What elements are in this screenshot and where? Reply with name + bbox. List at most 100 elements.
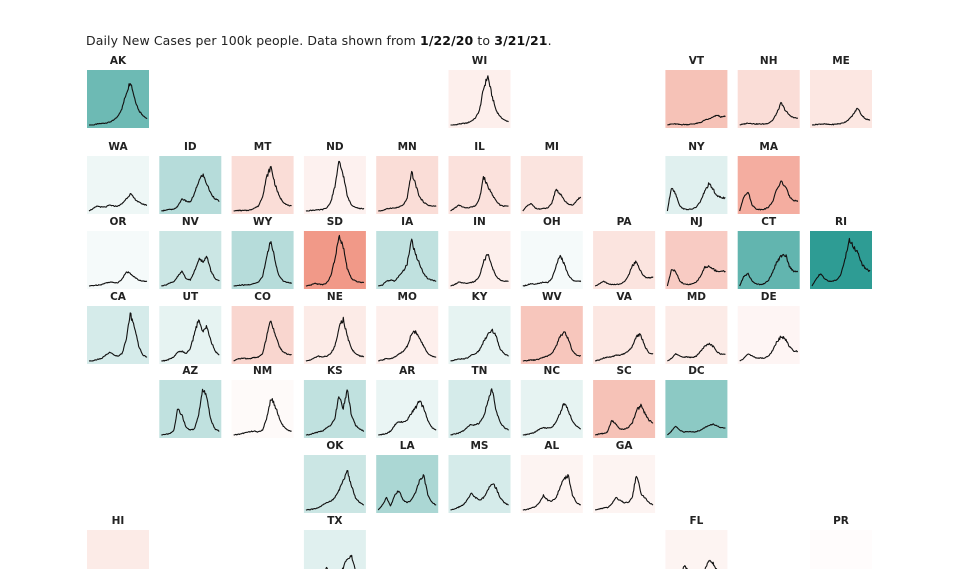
state-sparkline	[88, 193, 148, 212]
state-label: DC	[688, 365, 705, 377]
state-label: KS	[327, 365, 343, 377]
state-sparkline	[233, 241, 293, 287]
state-tile-background	[87, 231, 149, 289]
state-sparkline	[161, 173, 220, 212]
state-sparkline	[88, 312, 148, 362]
state-sparkline	[594, 333, 654, 362]
state-sparkline	[305, 160, 365, 212]
state-sparkline	[450, 328, 509, 362]
subtitle-end-date: 3/21/21	[494, 33, 548, 48]
state-tile-vt: VT	[665, 55, 728, 128]
state-tile-background	[159, 156, 222, 214]
state-sparkline	[666, 182, 726, 212]
state-tile-co: CO	[231, 291, 294, 364]
state-sparkline	[305, 234, 365, 287]
state-tile-la: LA	[376, 440, 439, 513]
state-tile-ca: CA	[87, 291, 149, 364]
state-tile-pa: PA	[593, 216, 656, 289]
state-sparkline	[378, 238, 437, 287]
state-label: NV	[182, 216, 200, 228]
state-sparkline	[161, 255, 220, 287]
state-tile-mi: MI	[520, 141, 583, 214]
state-sparkline	[594, 475, 654, 511]
state-sparkline	[233, 320, 292, 362]
state-tile-mt: MT	[231, 141, 294, 214]
state-tile-ma: MA	[737, 141, 800, 214]
state-sparkline	[450, 175, 509, 212]
state-tile-background	[448, 70, 511, 128]
state-tile-ks: KS	[303, 365, 366, 438]
state-tile-ny: NY	[665, 141, 728, 214]
state-tile-nc: NC	[520, 365, 583, 438]
state-sparkline	[305, 316, 365, 362]
state-sparkline	[378, 400, 437, 436]
subtitle-middle: to	[473, 33, 495, 48]
state-tile-background	[87, 306, 149, 364]
state-tile-nj: NJ	[665, 216, 728, 289]
state-tile-nh: NH	[737, 55, 800, 128]
state-tile-background	[520, 156, 583, 214]
state-tile-sd: SD	[303, 216, 366, 289]
state-label: NH	[760, 55, 778, 67]
state-tile-background	[303, 455, 366, 513]
state-label: MI	[545, 141, 559, 153]
state-tile-background	[159, 380, 222, 438]
state-label: VA	[616, 291, 632, 303]
state-sparkline	[233, 165, 292, 212]
state-tile-ga: GA	[593, 440, 656, 513]
state-tile-background	[231, 156, 294, 214]
state-label: NJ	[690, 216, 703, 228]
state-label: HI	[112, 515, 125, 527]
state-tile-background	[665, 530, 728, 569]
state-tile-ne: NE	[303, 291, 366, 364]
state-tile-oh: OH	[520, 216, 583, 289]
state-sparkline	[594, 403, 654, 436]
state-label: AK	[110, 55, 127, 67]
state-label: CA	[110, 291, 127, 303]
state-sparkline	[739, 253, 799, 287]
state-tile-background	[87, 156, 149, 214]
state-label: MD	[687, 291, 706, 303]
state-tile-tn: TN	[448, 365, 511, 438]
state-tile-wy: WY	[231, 216, 294, 289]
state-sparkline	[233, 398, 292, 436]
state-tile-background	[593, 231, 656, 289]
state-sparkline	[739, 180, 799, 212]
state-tile-background	[87, 530, 149, 569]
state-tile-nd: ND	[303, 141, 366, 214]
state-sparkline	[739, 335, 799, 362]
state-sparkline	[667, 114, 726, 126]
state-sparkline	[89, 83, 148, 126]
state-tile-background	[376, 380, 439, 438]
state-sparkline	[450, 483, 509, 511]
state-tile-me: ME	[810, 55, 872, 128]
state-tile-hi: HI	[87, 515, 149, 569]
state-tile-mo: MO	[376, 291, 439, 364]
state-label: PA	[617, 216, 633, 228]
state-tile-background	[665, 70, 728, 128]
state-tile-background	[665, 380, 728, 438]
state-sparkline	[739, 101, 799, 126]
state-label: NC	[544, 365, 561, 377]
state-tile-background	[593, 455, 656, 513]
state-label: MA	[759, 141, 778, 153]
state-label: UT	[182, 291, 199, 303]
state-tile-background	[376, 455, 439, 513]
state-label: WA	[108, 141, 128, 153]
state-label: IL	[474, 141, 485, 153]
state-tile-nv: NV	[159, 216, 222, 289]
state-label: WV	[542, 291, 563, 303]
state-label: DE	[761, 291, 777, 303]
state-sparkline	[305, 469, 364, 511]
state-sparkline	[450, 388, 509, 436]
state-tile-background	[810, 231, 872, 289]
state-tile-ms: MS	[448, 440, 511, 513]
state-tile-background	[737, 70, 800, 128]
state-tile-background	[376, 156, 439, 214]
state-sparkline	[377, 474, 437, 511]
state-tile-background	[810, 70, 872, 128]
state-tile-md: MD	[665, 291, 728, 364]
state-tile-or: OR	[87, 216, 149, 289]
state-label: WI	[472, 55, 488, 67]
state-tile-background	[159, 306, 222, 364]
